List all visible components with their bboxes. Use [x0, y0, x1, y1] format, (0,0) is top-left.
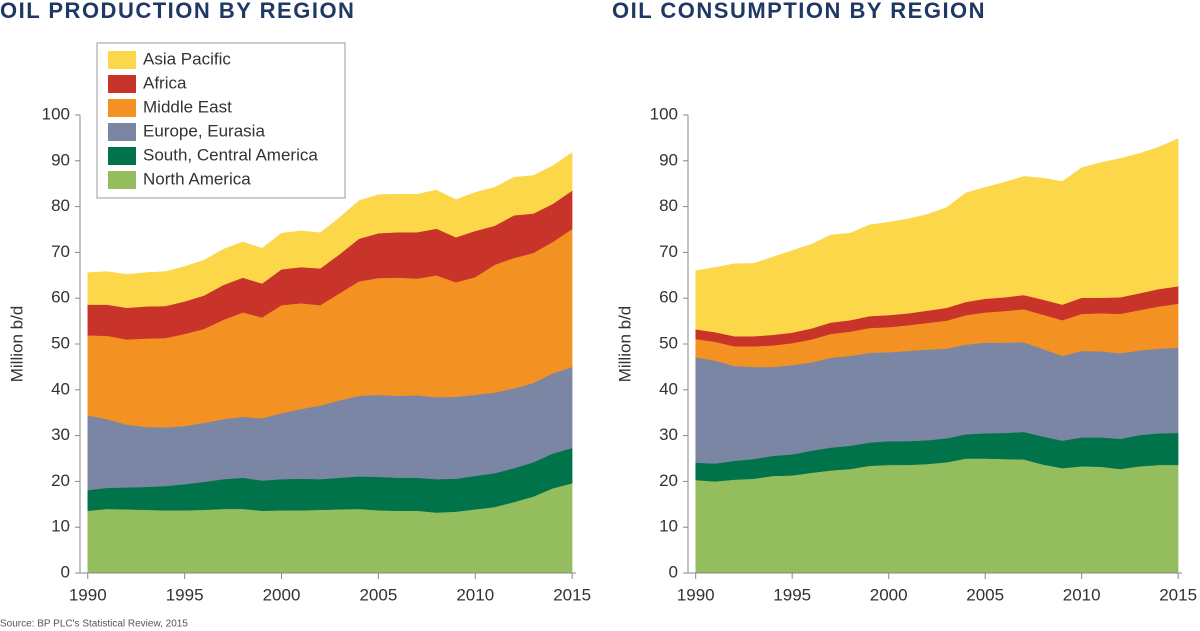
x-tick-label: 1990 — [677, 585, 715, 604]
x-tick-label: 2000 — [870, 585, 908, 604]
y-tick-label: 30 — [659, 425, 678, 444]
y-tick-label: 70 — [659, 242, 678, 261]
y-tick-label: 20 — [51, 471, 70, 490]
y-tick-label: 0 — [669, 562, 678, 581]
source-note: Source: BP PLC's Statistical Review, 201… — [0, 619, 188, 630]
y-tick-label: 40 — [51, 379, 70, 398]
x-tick-label: 2010 — [456, 585, 494, 604]
y-tick-label: 30 — [51, 425, 70, 444]
legend-box — [96, 42, 346, 199]
x-tick-label: 2005 — [359, 585, 397, 604]
y-tick-label: 50 — [659, 333, 678, 352]
legend-swatch — [108, 75, 136, 93]
x-tick-label: 2000 — [263, 585, 301, 604]
y-tick-label: 80 — [51, 196, 70, 215]
legend-label: South, Central America — [143, 145, 318, 164]
legend-swatch — [108, 171, 136, 189]
y-tick-label: 40 — [659, 379, 678, 398]
y-tick-label: 60 — [659, 288, 678, 307]
legend-swatch — [108, 51, 136, 69]
legend-swatch — [108, 99, 136, 117]
legend: Asia Pacific Africa Middle East Europe, Eur… — [96, 42, 346, 199]
y-tick-label: 60 — [51, 288, 70, 307]
legend-label: Europe, Eurasia — [143, 121, 265, 140]
legend-swatch — [108, 123, 136, 141]
chart-title: OIL PRODUCTION BY REGION — [0, 0, 355, 23]
legend-label: Middle East — [143, 97, 232, 116]
x-tick-label: 2005 — [966, 585, 1004, 604]
x-tick-label: 1995 — [773, 585, 811, 604]
y-tick-label: 0 — [61, 562, 70, 581]
legend-swatch — [108, 147, 136, 165]
y-tick-label: 100 — [650, 104, 678, 123]
x-tick-label: 2015 — [1159, 585, 1197, 604]
x-tick-label: 2015 — [553, 585, 591, 604]
y-tick-label: 90 — [51, 150, 70, 169]
y-tick-label: 10 — [51, 517, 70, 536]
y-axis-label: Million b/d — [615, 306, 634, 383]
area — [695, 138, 1179, 337]
x-tick-label: 1995 — [166, 585, 204, 604]
y-axis-label: Million b/d — [7, 306, 26, 383]
y-tick-label: 50 — [51, 333, 70, 352]
legend-label: North America — [143, 169, 251, 188]
x-tick-label: 2010 — [1063, 585, 1101, 604]
y-tick-label: 70 — [51, 242, 70, 261]
y-tick-label: 20 — [659, 471, 678, 490]
y-tick-label: 90 — [659, 150, 678, 169]
x-tick-label: 1990 — [69, 585, 107, 604]
y-tick-label: 100 — [42, 104, 70, 123]
legend-label: Africa — [143, 73, 187, 92]
y-tick-label: 80 — [659, 196, 678, 215]
area — [87, 152, 573, 309]
chart-title: OIL CONSUMPTION BY REGION — [612, 0, 986, 23]
y-tick-label: 10 — [659, 517, 678, 536]
legend-label: Asia Pacific — [143, 49, 231, 68]
